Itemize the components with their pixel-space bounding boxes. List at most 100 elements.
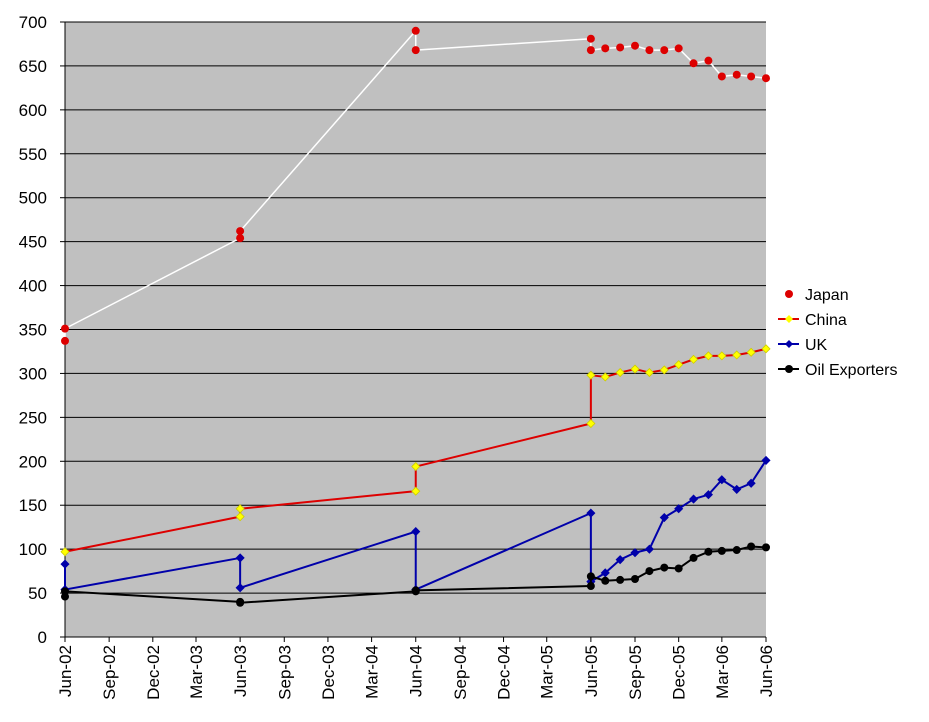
legend-item: Oil Exporters	[778, 362, 897, 379]
data-point	[630, 364, 640, 374]
data-point	[411, 26, 420, 35]
data-point	[746, 347, 756, 357]
x-tick-label: Dec-05	[670, 645, 689, 700]
data-point	[644, 367, 654, 378]
data-point	[659, 512, 669, 523]
data-point	[660, 563, 669, 572]
y-tick-label: 300	[19, 364, 47, 383]
data-point	[717, 351, 727, 361]
data-point	[732, 70, 741, 79]
data-point	[61, 336, 69, 345]
y-tick-label: 0	[38, 628, 47, 647]
data-point	[616, 575, 625, 584]
data-point	[411, 586, 420, 595]
data-point	[235, 504, 245, 514]
legend-label: Japan	[805, 287, 849, 304]
x-tick-label: Dec-02	[144, 645, 163, 700]
data-point	[586, 46, 595, 55]
legend-item: China	[778, 312, 847, 329]
y-tick-label: 200	[19, 452, 47, 471]
data-point	[586, 582, 595, 591]
y-tick-label: 500	[19, 189, 47, 208]
data-point	[586, 34, 595, 43]
y-tick-label: 550	[19, 145, 47, 164]
data-point	[762, 74, 770, 83]
data-point	[631, 41, 640, 50]
data-point	[761, 455, 771, 465]
y-axis-tick-labels: 0 50 100 150 200 250 300 350 400 450 500 550 600 650 7…	[19, 13, 47, 647]
data-point	[732, 350, 742, 360]
legend-marker	[785, 315, 793, 323]
series-china	[60, 344, 771, 557]
data-point	[411, 527, 421, 537]
x-tick-label: Mar-06	[713, 645, 732, 699]
legend: Japan China UK Oil Exporters	[778, 287, 897, 379]
data-point	[689, 59, 698, 68]
x-tick-label: Sep-04	[451, 645, 470, 700]
data-point	[717, 72, 726, 81]
x-tick-label: Mar-04	[363, 645, 382, 699]
data-point	[704, 56, 713, 65]
data-point	[674, 44, 683, 53]
gridlines	[65, 21, 766, 594]
data-point	[586, 572, 595, 581]
x-tick-label: Sep-05	[626, 645, 645, 700]
data-point	[703, 490, 713, 500]
y-tick-label: 250	[19, 408, 47, 427]
y-tick-label: 150	[19, 496, 47, 515]
x-tick-label: Dec-03	[319, 645, 338, 700]
data-point	[235, 583, 245, 593]
x-tick-label: Jun-06	[757, 645, 776, 697]
legend-label: China	[805, 312, 847, 329]
y-tick-label: 650	[19, 57, 47, 76]
data-point	[236, 227, 245, 236]
x-tick-label: Jun-02	[56, 645, 75, 697]
x-tick-label: Jun-05	[582, 645, 601, 697]
data-point	[717, 546, 726, 555]
y-tick-label: 450	[19, 233, 47, 252]
legend-marker	[785, 365, 793, 373]
data-point	[615, 555, 625, 565]
y-tick-label: 700	[19, 13, 47, 32]
data-point	[688, 354, 699, 364]
data-point	[688, 494, 699, 504]
data-point	[411, 461, 421, 472]
data-point	[601, 44, 610, 53]
data-point	[761, 344, 771, 354]
data-point	[704, 547, 713, 556]
x-tick-label: Mar-03	[187, 645, 206, 699]
x-tick-label: Mar-05	[538, 645, 557, 699]
data-point	[703, 351, 713, 361]
legend-item: Japan	[785, 287, 849, 304]
series-line	[64, 459, 767, 591]
data-point	[60, 547, 70, 557]
data-point	[631, 575, 640, 584]
x-tick-label: Sep-03	[275, 645, 294, 700]
data-point	[762, 543, 770, 552]
data-point	[747, 72, 756, 81]
data-point	[732, 484, 742, 494]
data-point	[630, 548, 640, 558]
data-point	[586, 370, 596, 380]
series-layer	[60, 26, 771, 607]
data-point	[644, 544, 654, 554]
data-point	[235, 512, 245, 522]
legend-label: Oil Exporters	[805, 362, 897, 379]
y-tick-label: 350	[19, 321, 47, 340]
data-point	[61, 324, 69, 333]
data-point	[659, 365, 669, 375]
data-point	[645, 46, 654, 55]
data-point	[732, 546, 741, 555]
x-tick-label: Jun-04	[407, 645, 426, 697]
data-point	[600, 372, 610, 382]
data-point	[674, 564, 683, 573]
legend-marker	[785, 290, 793, 298]
data-point	[586, 418, 596, 429]
data-point	[616, 43, 625, 52]
data-point	[717, 475, 727, 485]
data-point	[747, 542, 756, 551]
legend-marker	[785, 340, 793, 348]
y-tick-label: 400	[19, 277, 47, 296]
y-tick-label: 100	[19, 540, 47, 559]
